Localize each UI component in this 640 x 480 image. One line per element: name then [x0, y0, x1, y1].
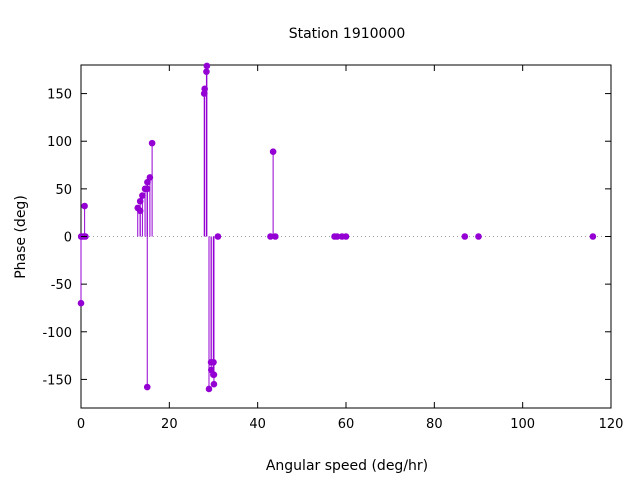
y-tick-label: 50 — [55, 183, 72, 198]
x-tick-label: 60 — [338, 417, 355, 432]
data-point — [146, 174, 154, 181]
data-point — [148, 139, 156, 147]
chart-title: Station 1910000 — [289, 26, 406, 42]
data-point — [269, 148, 277, 156]
y-tick-label: -150 — [42, 373, 72, 388]
data-point — [203, 68, 210, 75]
x-axis-label: Angular speed (deg/hr) — [266, 458, 428, 474]
y-tick-label: -100 — [42, 326, 72, 341]
data-point — [272, 233, 279, 240]
y-tick-label: 100 — [47, 135, 72, 150]
x-tick-label: 100 — [510, 417, 535, 432]
data-point — [210, 380, 218, 388]
data-point — [205, 385, 213, 393]
data-point — [214, 233, 222, 240]
data-point — [267, 233, 274, 240]
data-point — [210, 371, 218, 378]
x-axis-ticks: 0 20 40 60 80 100 120 — [77, 65, 624, 432]
x-tick-label: 40 — [249, 417, 266, 432]
data-point — [342, 233, 350, 240]
x-tick-label: 80 — [426, 417, 443, 432]
y-tick-label: 0 — [64, 231, 72, 246]
y-axis-ticks: -150 -100 -50 0 50 100 150 — [42, 88, 611, 388]
data-point — [136, 197, 144, 205]
x-tick-label: 20 — [161, 417, 178, 432]
data-point — [210, 358, 217, 366]
data-point — [203, 62, 211, 70]
x-tick-label: 120 — [599, 417, 624, 432]
data-point — [475, 233, 482, 240]
data-point — [77, 299, 85, 307]
data-point — [200, 90, 208, 97]
data-point — [139, 192, 146, 199]
y-tick-label: 150 — [47, 88, 72, 103]
data-point — [81, 202, 88, 210]
y-tick-label: -50 — [51, 278, 72, 293]
data-points — [77, 62, 597, 393]
data-point — [143, 185, 151, 193]
data-point — [136, 207, 144, 215]
y-axis-label: Phase (deg) — [13, 195, 29, 279]
data-point — [461, 233, 469, 240]
data-point — [589, 233, 597, 240]
data-point — [201, 85, 208, 93]
data-point — [143, 383, 151, 391]
x-tick-label: 0 — [77, 417, 85, 432]
impulse-lines — [80, 65, 274, 389]
data-point — [333, 233, 341, 240]
